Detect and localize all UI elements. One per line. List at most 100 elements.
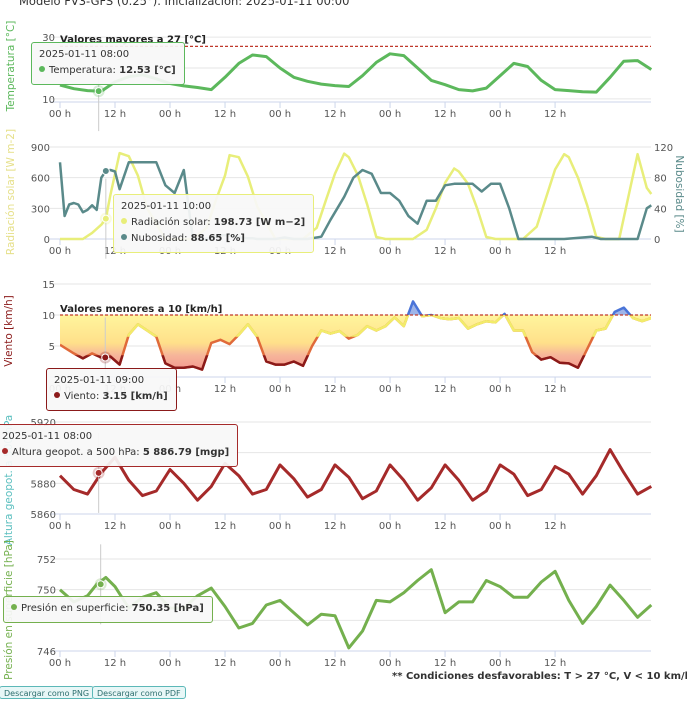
x-tick-label: 00 h <box>489 658 511 669</box>
footnote: ** Condiciones desfavorables: T > 27 °C,… <box>392 671 687 682</box>
y-tick-label: 300 <box>31 204 50 215</box>
y-axis-title: Viento [km/h] <box>3 295 15 367</box>
y-tick-label: 30 <box>42 33 55 44</box>
tooltip-series-name: Nubosidad <box>131 233 185 244</box>
x-tick-label: 12 h <box>544 521 566 532</box>
x-tick-label: 12 h <box>544 384 566 395</box>
x-tick-label: 12 h <box>324 521 346 532</box>
tooltip-time: 2025-01-11 09:00 <box>54 375 145 386</box>
wind-line-yellow <box>126 315 651 337</box>
x-tick-label: 00 h <box>379 521 401 532</box>
y-tick-label: 750 <box>37 586 56 597</box>
x-tick-label: 12 h <box>434 246 456 257</box>
tooltip-value: 198.73 [W m−2] <box>213 217 306 228</box>
series-dot <box>54 392 60 398</box>
y-tick-label: 5920 <box>31 418 56 429</box>
x-tick-label: 12 h <box>544 658 566 669</box>
threshold-label: Valores mayores a 27 [°C] <box>60 34 206 45</box>
y-tick-label: 10 <box>42 311 55 322</box>
x-tick-label: 00 h <box>269 521 291 532</box>
pressure-line <box>59 568 653 650</box>
tooltip-value: 750.35 [hPa] <box>131 603 204 614</box>
geopotential-tooltip: 2025-01-11 08:00 Altura geopot. a 500 hP… <box>0 424 239 467</box>
y-tick-label: 10 <box>42 95 55 106</box>
series-dot <box>39 66 45 72</box>
y-tick-label: 900 <box>31 143 50 154</box>
x-tick-label: 00 h <box>489 109 511 120</box>
temperature-tooltip: 2025-01-11 08:00 Temperatura: 12.53 [°C] <box>31 42 185 85</box>
wind-chart: 00 h12 h00 h12 h00 h12 h00 h12 h00 h12 h… <box>3 280 651 398</box>
y-axis-title: Temperatura [°C] <box>5 21 17 113</box>
x-tick-label: 12 h <box>324 109 346 120</box>
download-png-button[interactable]: Descargar como PNG <box>0 686 95 699</box>
tooltip-time: 2025-01-11 08:00 <box>39 49 130 60</box>
tooltip-series-name: Temperatura <box>49 65 113 76</box>
series-dot <box>121 218 127 224</box>
hover-point <box>96 580 105 589</box>
radiation-chart: 00 h12 h00 h12 h00 h12 h00 h12 h00 h12 h… <box>5 129 685 259</box>
tooltip-time: 2025-01-11 08:00 <box>2 431 93 442</box>
x-tick-label: 12 h <box>104 109 126 120</box>
y-tick-label: 80 <box>654 174 667 185</box>
hover-point <box>101 214 110 223</box>
x-tick-label: 00 h <box>269 384 291 395</box>
hover-point <box>94 468 103 477</box>
x-tick-label: 00 h <box>269 658 291 669</box>
y-axis-title: Nubosidad [%] <box>673 155 685 232</box>
pressure-tooltip: Presión en superficie: 750.35 [hPa] <box>3 596 213 623</box>
threshold-label: Valores menores a 10 [km/h] <box>60 304 222 315</box>
series-dot <box>2 448 8 454</box>
y-tick-label: 0 <box>654 235 660 246</box>
y-tick-label: 600 <box>31 174 50 185</box>
y-tick-label: 5860 <box>31 510 56 521</box>
hover-point <box>101 167 110 176</box>
wind-unfavorable-area <box>60 315 651 370</box>
x-tick-label: 12 h <box>434 658 456 669</box>
download-pdf-button[interactable]: Descargar como PDF <box>92 686 186 699</box>
tooltip-value: 12.53 [°C] <box>119 65 176 76</box>
radiation-tooltip: 2025-01-11 10:00 Radiación solar: 198.73… <box>113 194 315 253</box>
y-tick-label: 15 <box>42 280 55 291</box>
x-tick-label: 00 h <box>49 246 71 257</box>
y-tick-label: 752 <box>37 555 56 566</box>
tooltip-series-name: Presión en superficie <box>21 603 126 614</box>
y-tick-label: 5880 <box>31 479 56 490</box>
hover-point <box>94 87 103 96</box>
x-tick-label: 12 h <box>434 521 456 532</box>
tooltip-series-name: Altura geopot. a 500 hPa <box>12 447 137 458</box>
x-tick-label: 12 h <box>104 521 126 532</box>
x-tick-label: 00 h <box>379 246 401 257</box>
y-axis-title: Radiación solar [W m-2] <box>5 129 17 255</box>
y-tick-label: 746 <box>37 647 56 658</box>
y-tick-label: 40 <box>654 204 667 215</box>
x-tick-label: 12 h <box>434 384 456 395</box>
x-tick-label: 00 h <box>489 384 511 395</box>
x-tick-label: 12 h <box>214 109 236 120</box>
tooltip-series-name: Viento <box>64 391 96 402</box>
wind-line-deep <box>74 355 586 371</box>
x-tick-label: 12 h <box>324 384 346 395</box>
x-tick-label: 00 h <box>269 109 291 120</box>
x-tick-label: 00 h <box>489 521 511 532</box>
y-tick-label: 5 <box>49 342 55 353</box>
x-tick-label: 00 h <box>49 658 71 669</box>
x-tick-label: 00 h <box>159 109 181 120</box>
tooltip-value: 3.15 [km/h] <box>102 391 168 402</box>
wind-tooltip: 2025-01-11 09:00 Viento: 3.15 [km/h] <box>46 368 177 411</box>
x-tick-label: 00 h <box>49 109 71 120</box>
series-dot <box>11 604 17 610</box>
x-tick-label: 00 h <box>379 384 401 395</box>
x-tick-label: 00 h <box>489 246 511 257</box>
tooltip-value: 88.65 [%] <box>190 233 245 244</box>
hover-point <box>101 353 110 362</box>
model-title: Modelo FV3-GFS (0.25°). Inicialización: … <box>19 0 350 8</box>
x-tick-label: 12 h <box>214 658 236 669</box>
series-dot <box>121 234 127 240</box>
x-tick-label: 00 h <box>159 521 181 532</box>
x-tick-label: 12 h <box>544 109 566 120</box>
geopotential-chart: 00 h 12 h 00 h 12 h 00 h 12 h 00 h 12 h 00 h 12 h… <box>3 415 653 545</box>
geopotential-line <box>58 448 653 502</box>
x-tick-label: 12 h <box>324 658 346 669</box>
x-tick-label: 12 h <box>434 109 456 120</box>
